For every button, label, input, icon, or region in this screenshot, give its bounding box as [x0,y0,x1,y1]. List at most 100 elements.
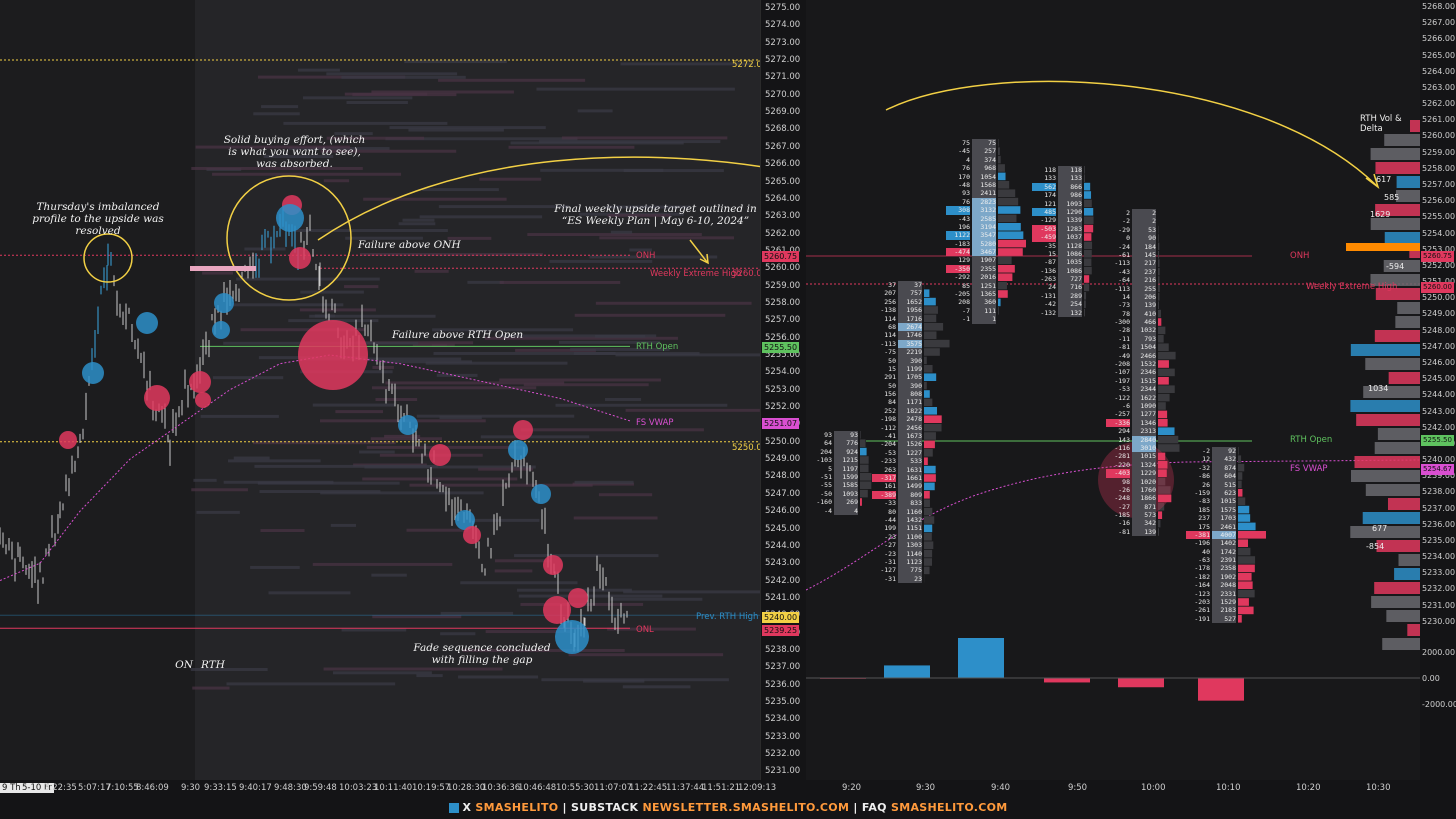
footprint-volume-column: 92 432 874 604 515 623 1015 1575 1703 2461 4007 140… [1212,447,1236,624]
footprint-delta-cell: 170 [958,172,970,181]
time-tick: 11:51:21 [702,783,741,793]
footprint-delta-cell: 161 [884,482,896,491]
liquidity-stripe [467,280,504,284]
footprint-profile-bar [860,447,867,456]
liquidity-stripe [309,314,436,318]
footprint-profile-bar [998,155,1001,164]
liquidity-stripe [629,248,652,252]
footprint-volume-cell: 2016 [972,273,996,282]
volume-bubble [508,440,528,460]
footprint-volume-cell: 776 [834,439,858,448]
footprint-profile-bar [924,499,930,507]
footprint-delta-cell: -261 [1194,606,1210,615]
footprint-volume-cell: 1324 [1132,460,1156,470]
footprint-profile-bar [1158,393,1170,402]
left-time-axis[interactable]: 9 Th 5-10 Fr 3:22:35 5:07:17 7:10:55 8:46:09 9… [0,780,806,797]
footprint-volume-cell: 132 [1058,308,1082,318]
right-price-tick: 5268.00 [1422,2,1456,11]
footprint-delta-cell: 15 [1048,249,1056,258]
time-tick: 9:48:30 [274,783,307,793]
vol-delta-profile-bar [1350,344,1420,356]
footprint-delta-cell: 80 [888,507,896,516]
footprint-profile-bar [1238,531,1266,539]
liquidity-stripe [371,573,407,577]
price-tick: 5259.00 [765,280,801,291]
right-time-axis[interactable]: 9:20 9:30 9:40 9:50 10:00 10:10 10:20 10:30 [806,780,1456,797]
footprint-delta-cell: -44 [884,515,896,524]
footprint-delta-cell: -28 [1118,326,1130,335]
time-tick: 5:07:17 [78,783,111,793]
footprint-profile-bar [1158,444,1180,452]
faq-link[interactable]: SMASHELITO.COM [890,801,1008,814]
price-tick: 5234.00 [765,714,801,725]
fs-vwap-value-badge: 5251.07 [762,418,800,429]
footprint-delta-cell: -55 [820,481,832,490]
footprint-delta-column: 93 64 204 -103 5 -51 -55 -50 -160 -4 [808,431,832,515]
liquidity-stripe [346,101,408,105]
footprint-delta-cell: -197 [1114,376,1130,385]
right-price-axis[interactable]: 5268.00 5267.00 5266.00 5265.00 5264.00 5263.… [1420,0,1456,780]
price-tick: 5244.00 [765,540,801,551]
liquidity-stripe [419,215,543,219]
footprint-delta-cell: 76 [962,197,970,206]
footprint-volume-cell: 1015 [1212,497,1236,506]
liquidity-stripe [485,630,570,634]
footprint-volume-cell: 1673 [898,432,922,441]
footprint-profile-bar [924,524,933,533]
footprint-delta-cell: -31 [884,574,896,583]
footprint-delta-cell: -81 [1118,527,1130,536]
footprint-volume-cell: 269 [834,498,858,507]
footprint-volume-cell: 924 [834,447,858,457]
footprint-volume-cell: 793 [1132,334,1156,344]
footprint-volume-cell: 118 [1058,166,1082,175]
footprint-volume-cell: 3010 [1132,443,1156,453]
liquidity-stripe [257,481,400,485]
footprint-volume-cell: 1575 [1212,505,1236,515]
footprint-delta-cell: -281 [1114,452,1130,461]
vol-delta-profile-bar [1397,302,1420,314]
footprint-volume-cell: 133 [1058,174,1082,183]
liquidity-stripe [610,230,633,234]
footprint-profile-bar [1238,547,1251,556]
price-tick: 5273.00 [765,37,801,48]
price-tick: 5249.00 [765,454,801,465]
substack-link[interactable]: NEWSLETTER.SMASHELITO.COM [642,801,850,814]
footprint-profile-bar [860,456,869,464]
footprint-delta-cell: -160 [816,498,832,507]
price-tick: 5247.00 [765,488,801,499]
left-price-axis[interactable]: 5275.00 5274.00 5273.00 5272.00 5271.00 5270.… [760,0,807,780]
right-onh-badge: 5260.75 [1421,251,1454,262]
footprint-profile-bar [924,381,927,390]
footprint-volume-cell: 2331 [1212,589,1236,599]
left-chart-panel[interactable]: Thursday's imbalanced profile to the ups… [0,0,760,780]
liquidity-stripe [416,414,575,418]
liquidity-stripe [253,112,300,116]
footprint-profile-bar [1238,447,1239,455]
rth-open-value-badge: 5255.50 [762,342,800,353]
price-tick: 5260.00 [765,263,801,274]
vol-delta-profile-bar [1356,414,1420,426]
footprint-volume-cell: 53 [1132,225,1156,235]
liquidity-stripe [233,456,270,460]
liquidity-stripe [623,169,724,173]
footprint-delta-cell: -183 [954,239,970,248]
liquidity-stripe [312,562,453,566]
vol-delta-profile-bar [1377,428,1420,440]
liquidity-stripe [326,72,458,76]
footprint-profile-bar [1238,497,1246,505]
footprint-delta-cell: 98 [1122,477,1130,486]
vol-delta-profile-bar [1365,358,1420,370]
footprint-profile-bar [1158,519,1161,528]
liquidity-stripe [294,228,448,232]
footprint-delta-cell: -129 [1040,216,1056,225]
footprint-chart-panel[interactable]: ONH Weekly Extreme High RTH Open FS VWAP… [806,0,1420,780]
footprint-volume-cell: 808 [898,390,922,399]
footprint-profile-bar [1238,480,1242,489]
footprint-volume-cell: 1229 [1132,469,1156,478]
liquidity-stripe [436,373,478,377]
footprint-delta-cell: 263 [884,465,896,474]
x-handle-link[interactable]: SMASHELITO [475,801,559,814]
liquidity-stripe [385,137,578,141]
footprint-delta-cell: 5 [828,464,832,473]
footprint-delta-cell: -26 [1118,485,1130,494]
